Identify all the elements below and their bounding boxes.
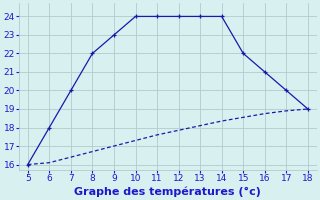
X-axis label: Graphe des températures (°c): Graphe des températures (°c): [74, 186, 261, 197]
